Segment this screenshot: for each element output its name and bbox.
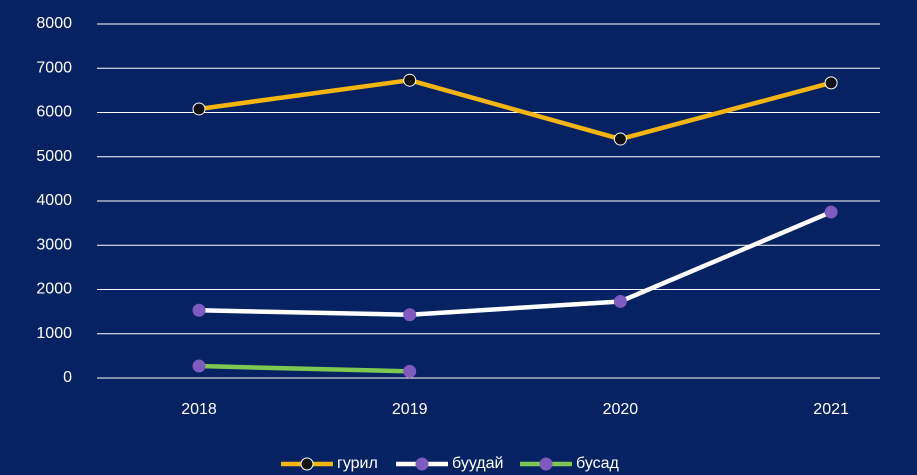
series-line bbox=[198, 363, 410, 374]
x-tick-label: 2018 bbox=[181, 401, 217, 418]
x-tick-label: 2020 bbox=[603, 401, 639, 418]
data-point bbox=[613, 132, 627, 146]
legend-label: бусад bbox=[576, 455, 620, 472]
y-tick-label: 6000 bbox=[36, 104, 72, 121]
y-tick-label: 8000 bbox=[36, 15, 72, 32]
data-point bbox=[403, 73, 417, 87]
y-tick-label: 4000 bbox=[36, 192, 72, 209]
y-tick-label: 2000 bbox=[36, 281, 72, 298]
series-line bbox=[198, 209, 832, 317]
legend-marker bbox=[300, 457, 314, 471]
data-point bbox=[192, 303, 206, 317]
y-tick-label: 1000 bbox=[36, 325, 72, 342]
series-line bbox=[198, 77, 832, 142]
data-point bbox=[192, 359, 206, 373]
legend-label: буудай bbox=[452, 455, 503, 472]
data-point bbox=[192, 102, 206, 116]
data-point bbox=[824, 205, 838, 219]
data-point bbox=[403, 364, 417, 378]
data-point bbox=[824, 76, 838, 90]
y-tick-label: 5000 bbox=[36, 148, 72, 165]
legend-marker bbox=[539, 457, 553, 471]
data-point bbox=[613, 294, 627, 308]
y-tick-label: 3000 bbox=[36, 236, 72, 253]
legend-marker bbox=[415, 457, 429, 471]
legend-label: гурил bbox=[337, 455, 378, 472]
y-tick-label: 0 bbox=[63, 369, 72, 386]
data-point bbox=[403, 308, 417, 322]
x-tick-label: 2019 bbox=[392, 401, 428, 418]
y-tick-label: 7000 bbox=[36, 59, 72, 76]
x-tick-label: 2021 bbox=[813, 401, 849, 418]
